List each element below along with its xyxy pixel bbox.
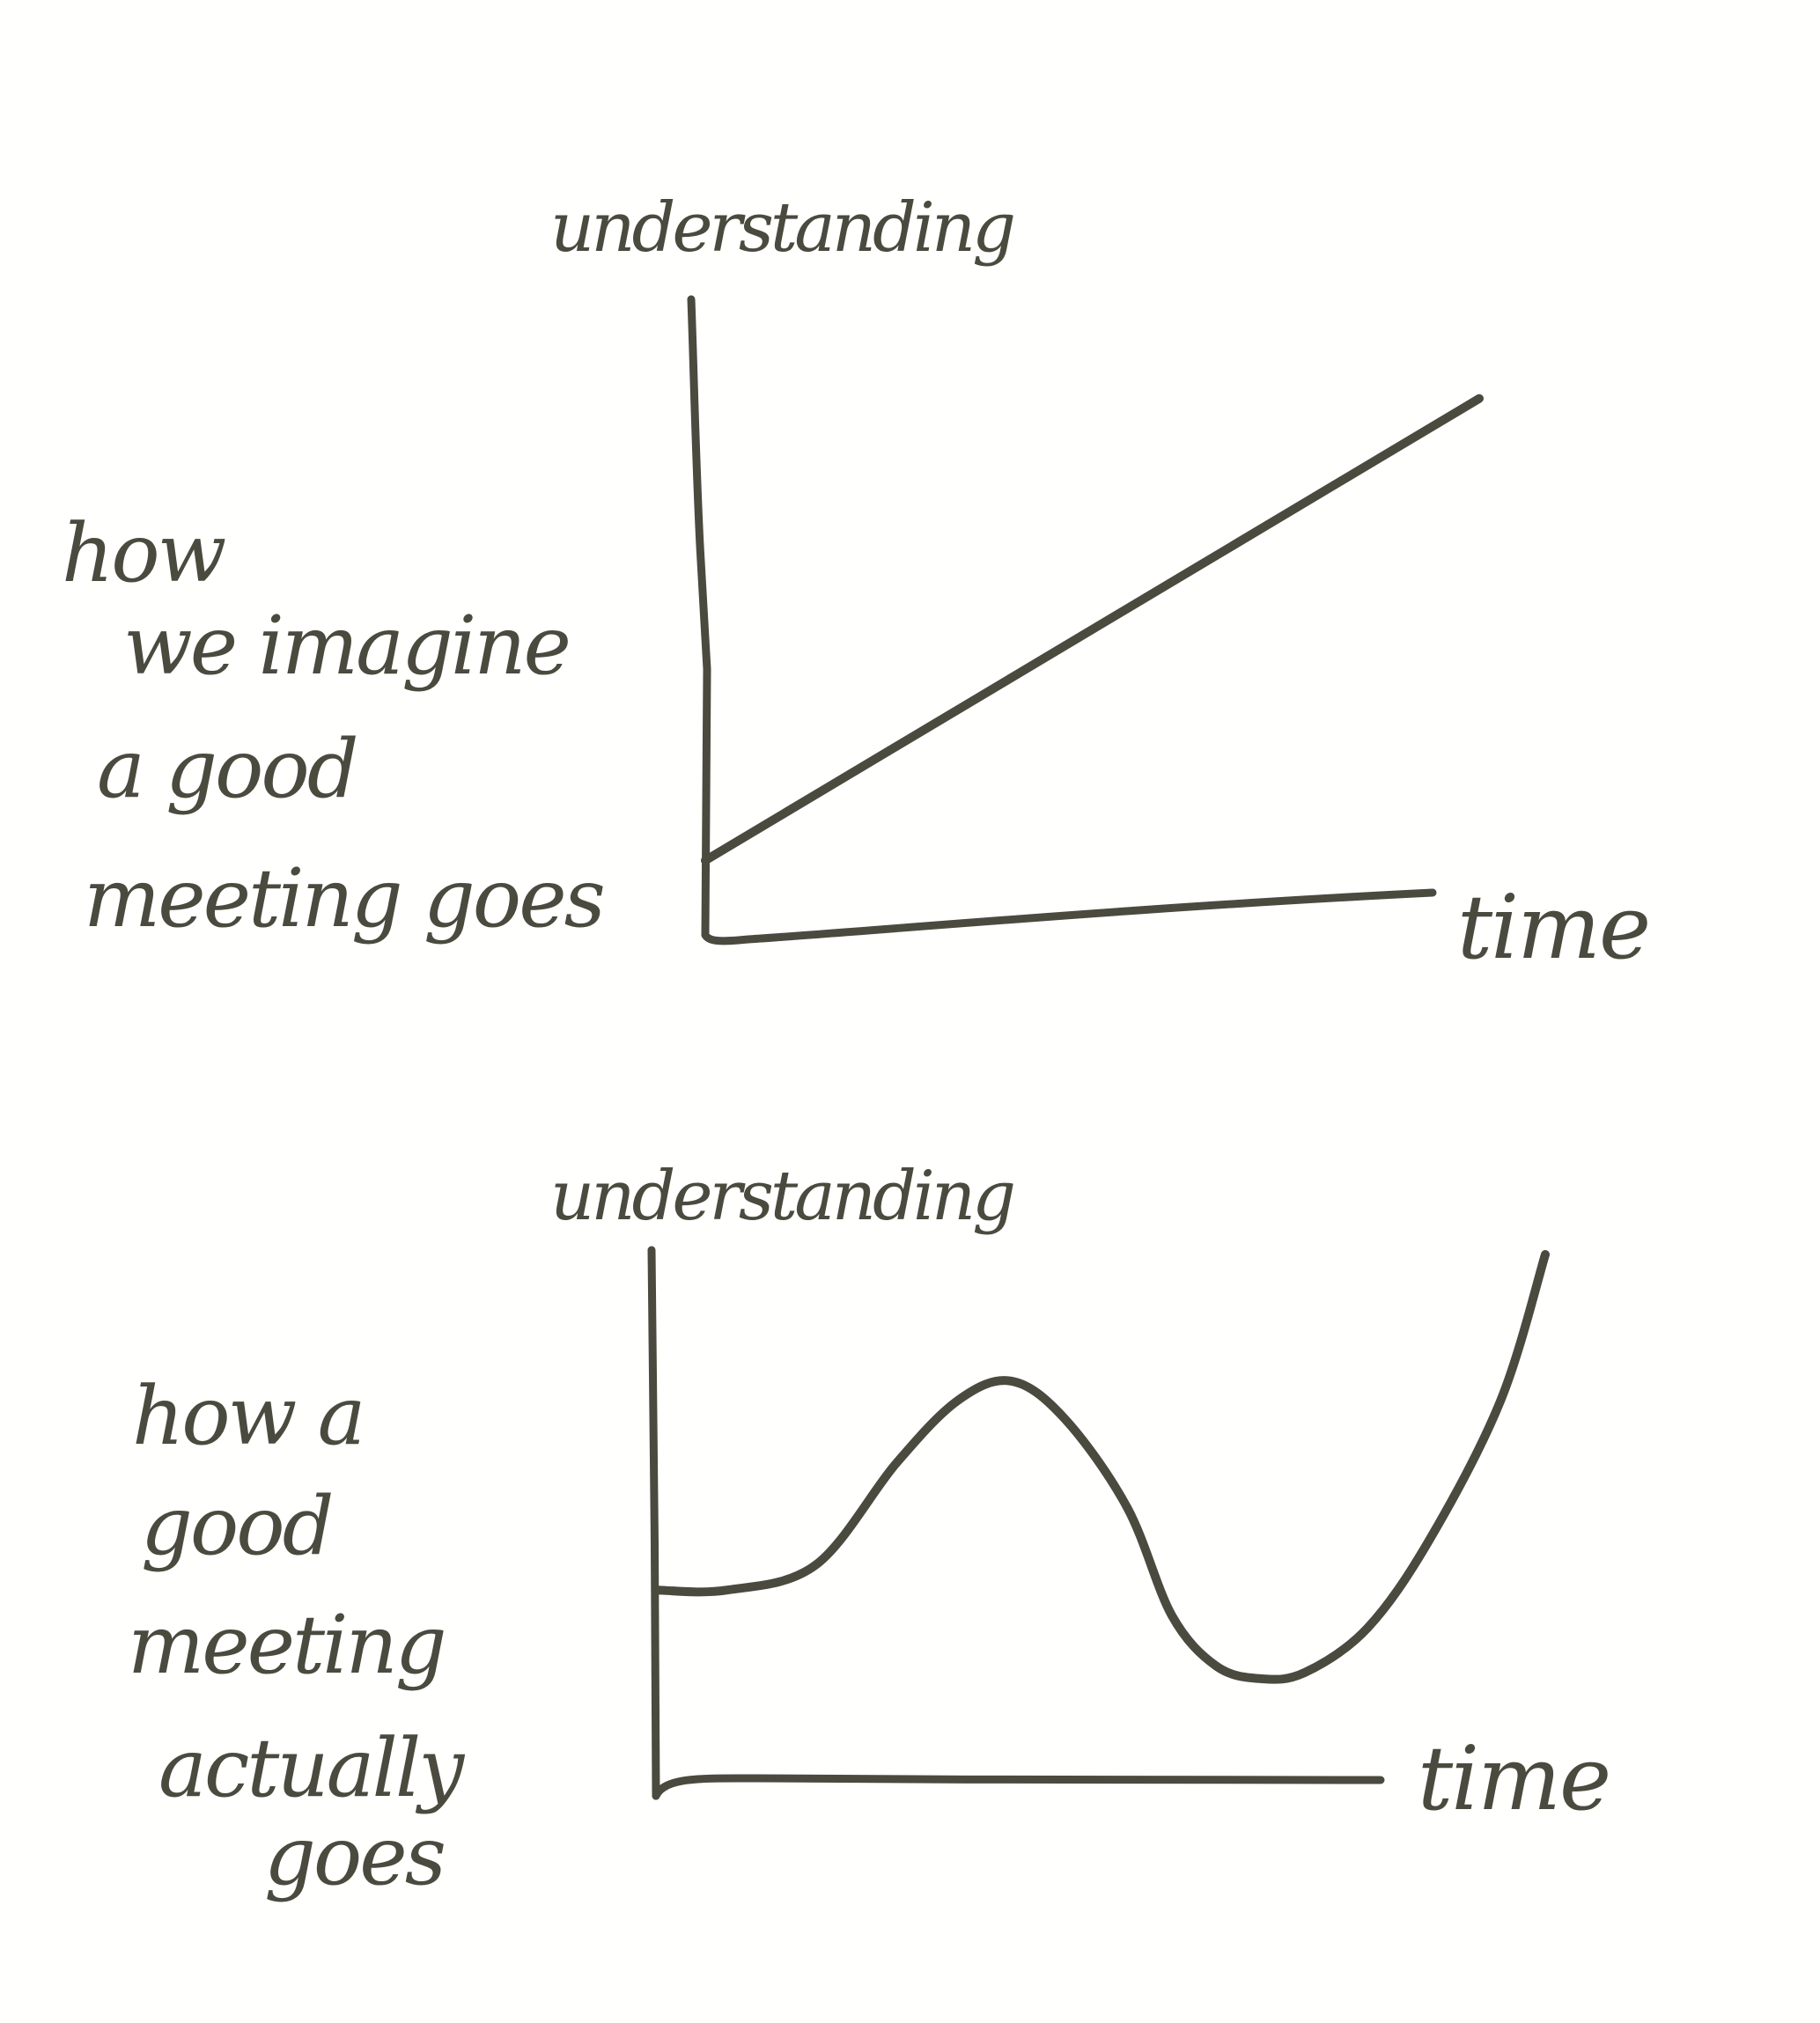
chart-imagined-side-line-2: we imagine <box>123 599 569 693</box>
chart-actual-side-line-4: actually <box>158 1721 465 1815</box>
chart-actual: understanding time how a good meeting ac… <box>128 1157 1611 1903</box>
chart-imagined-side-line-3: a good <box>97 722 357 816</box>
chart-imagined-side-line-1: how <box>62 506 225 600</box>
chart-actual-y-axis <box>647 1246 660 1800</box>
chart-imagined-side-line-4: meeting goes <box>84 851 604 945</box>
chart-actual-side-line-3: meeting <box>128 1598 445 1692</box>
chart-actual-x-axis <box>652 1774 1385 1800</box>
chart-imagined-ylabel: understanding <box>550 188 1013 268</box>
chart-imagined: understanding time how we imagine a good… <box>62 188 1651 979</box>
chart-imagined-y-axis <box>687 295 711 939</box>
chart-actual-side-line-1: how a <box>132 1369 363 1463</box>
chart-actual-xlabel: time <box>1418 1727 1610 1830</box>
chart-actual-ylabel: understanding <box>550 1157 1013 1236</box>
chart-imagined-x-axis <box>701 888 1437 945</box>
chart-imagined-series-line <box>701 394 1484 865</box>
chart-actual-series-line <box>652 1250 1550 1684</box>
chart-imagined-xlabel: time <box>1457 876 1649 979</box>
chart-actual-side-label: how a good meeting actually goes <box>128 1369 485 1903</box>
chart-imagined-side-label: how we imagine a good meeting goes <box>62 506 604 945</box>
chart-actual-side-line-2: good <box>141 1479 332 1573</box>
chart-actual-side-line-5: goes <box>264 1809 445 1903</box>
